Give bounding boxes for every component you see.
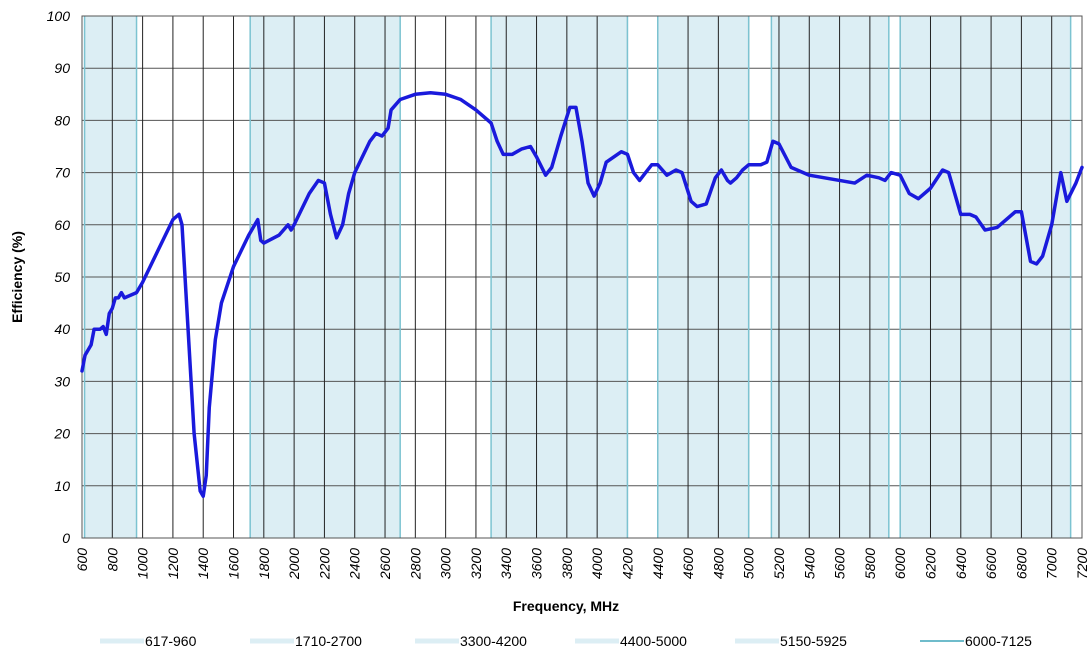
x-tick-label: 3000	[438, 548, 454, 579]
y-tick-label: 10	[54, 478, 70, 494]
y-tick-label: 20	[53, 426, 70, 442]
x-tick-label: 7000	[1044, 548, 1060, 579]
y-tick-label: 60	[54, 217, 70, 233]
x-tick-label: 2200	[316, 548, 332, 580]
x-tick-label: 6800	[1013, 548, 1029, 579]
x-axis-title: Frequency, MHz	[513, 598, 619, 614]
x-tick-label: 6600	[983, 548, 999, 579]
x-tick-label: 2000	[286, 548, 302, 580]
x-tick-label: 4600	[680, 548, 696, 579]
y-axis-title: Efficiency (%)	[9, 231, 25, 323]
x-tick-label: 1000	[135, 548, 151, 579]
legend-label: 617-960	[145, 633, 197, 649]
x-tick-label: 5600	[832, 548, 848, 579]
legend-label: 4400-5000	[620, 633, 687, 649]
legend-label: 1710-2700	[295, 633, 362, 649]
x-tick-label: 6400	[953, 548, 969, 579]
y-tick-label: 30	[54, 373, 70, 389]
x-tick-label: 3400	[498, 548, 514, 579]
x-tick-label: 5800	[862, 548, 878, 579]
x-tick-label: 1600	[226, 548, 242, 579]
x-tick-label: 3600	[529, 548, 545, 579]
x-tick-label: 2600	[377, 548, 393, 580]
x-tick-label: 4000	[589, 548, 605, 579]
x-tick-label: 1400	[195, 548, 211, 579]
x-tick-label: 5400	[801, 548, 817, 579]
x-tick-label: 4400	[650, 548, 666, 579]
x-tick-label: 6200	[922, 548, 938, 579]
x-tick-label: 1800	[256, 548, 272, 579]
x-tick-label: 600	[74, 548, 90, 572]
y-tick-label: 80	[54, 112, 70, 128]
y-tick-label: 100	[47, 8, 71, 24]
y-tick-label: 50	[54, 269, 70, 285]
x-tick-label: 3200	[468, 548, 484, 579]
y-tick-label: 0	[62, 530, 70, 546]
y-tick-label: 90	[54, 60, 70, 76]
x-tick-label: 4200	[619, 548, 635, 579]
x-tick-label: 2400	[347, 548, 363, 580]
x-tick-label: 1200	[165, 548, 181, 579]
y-tick-label: 70	[54, 165, 70, 181]
legend-label: 3300-4200	[460, 633, 527, 649]
x-tick-label: 6000	[892, 548, 908, 579]
legend-label: 6000-7125	[965, 633, 1032, 649]
x-tick-label: 5000	[741, 548, 757, 579]
x-tick-label: 800	[104, 548, 120, 572]
x-tick-label: 2800	[407, 548, 423, 580]
efficiency-line	[80, 90, 1084, 498]
x-tick-label: 3800	[559, 548, 575, 579]
y-tick-label: 40	[54, 321, 70, 337]
legend-label: 5150-5925	[780, 633, 847, 649]
x-tick-label: 7200	[1074, 548, 1090, 579]
x-tick-label: 5200	[771, 548, 787, 579]
plot-frame	[81, 15, 1083, 539]
x-tick-label: 4800	[710, 548, 726, 579]
